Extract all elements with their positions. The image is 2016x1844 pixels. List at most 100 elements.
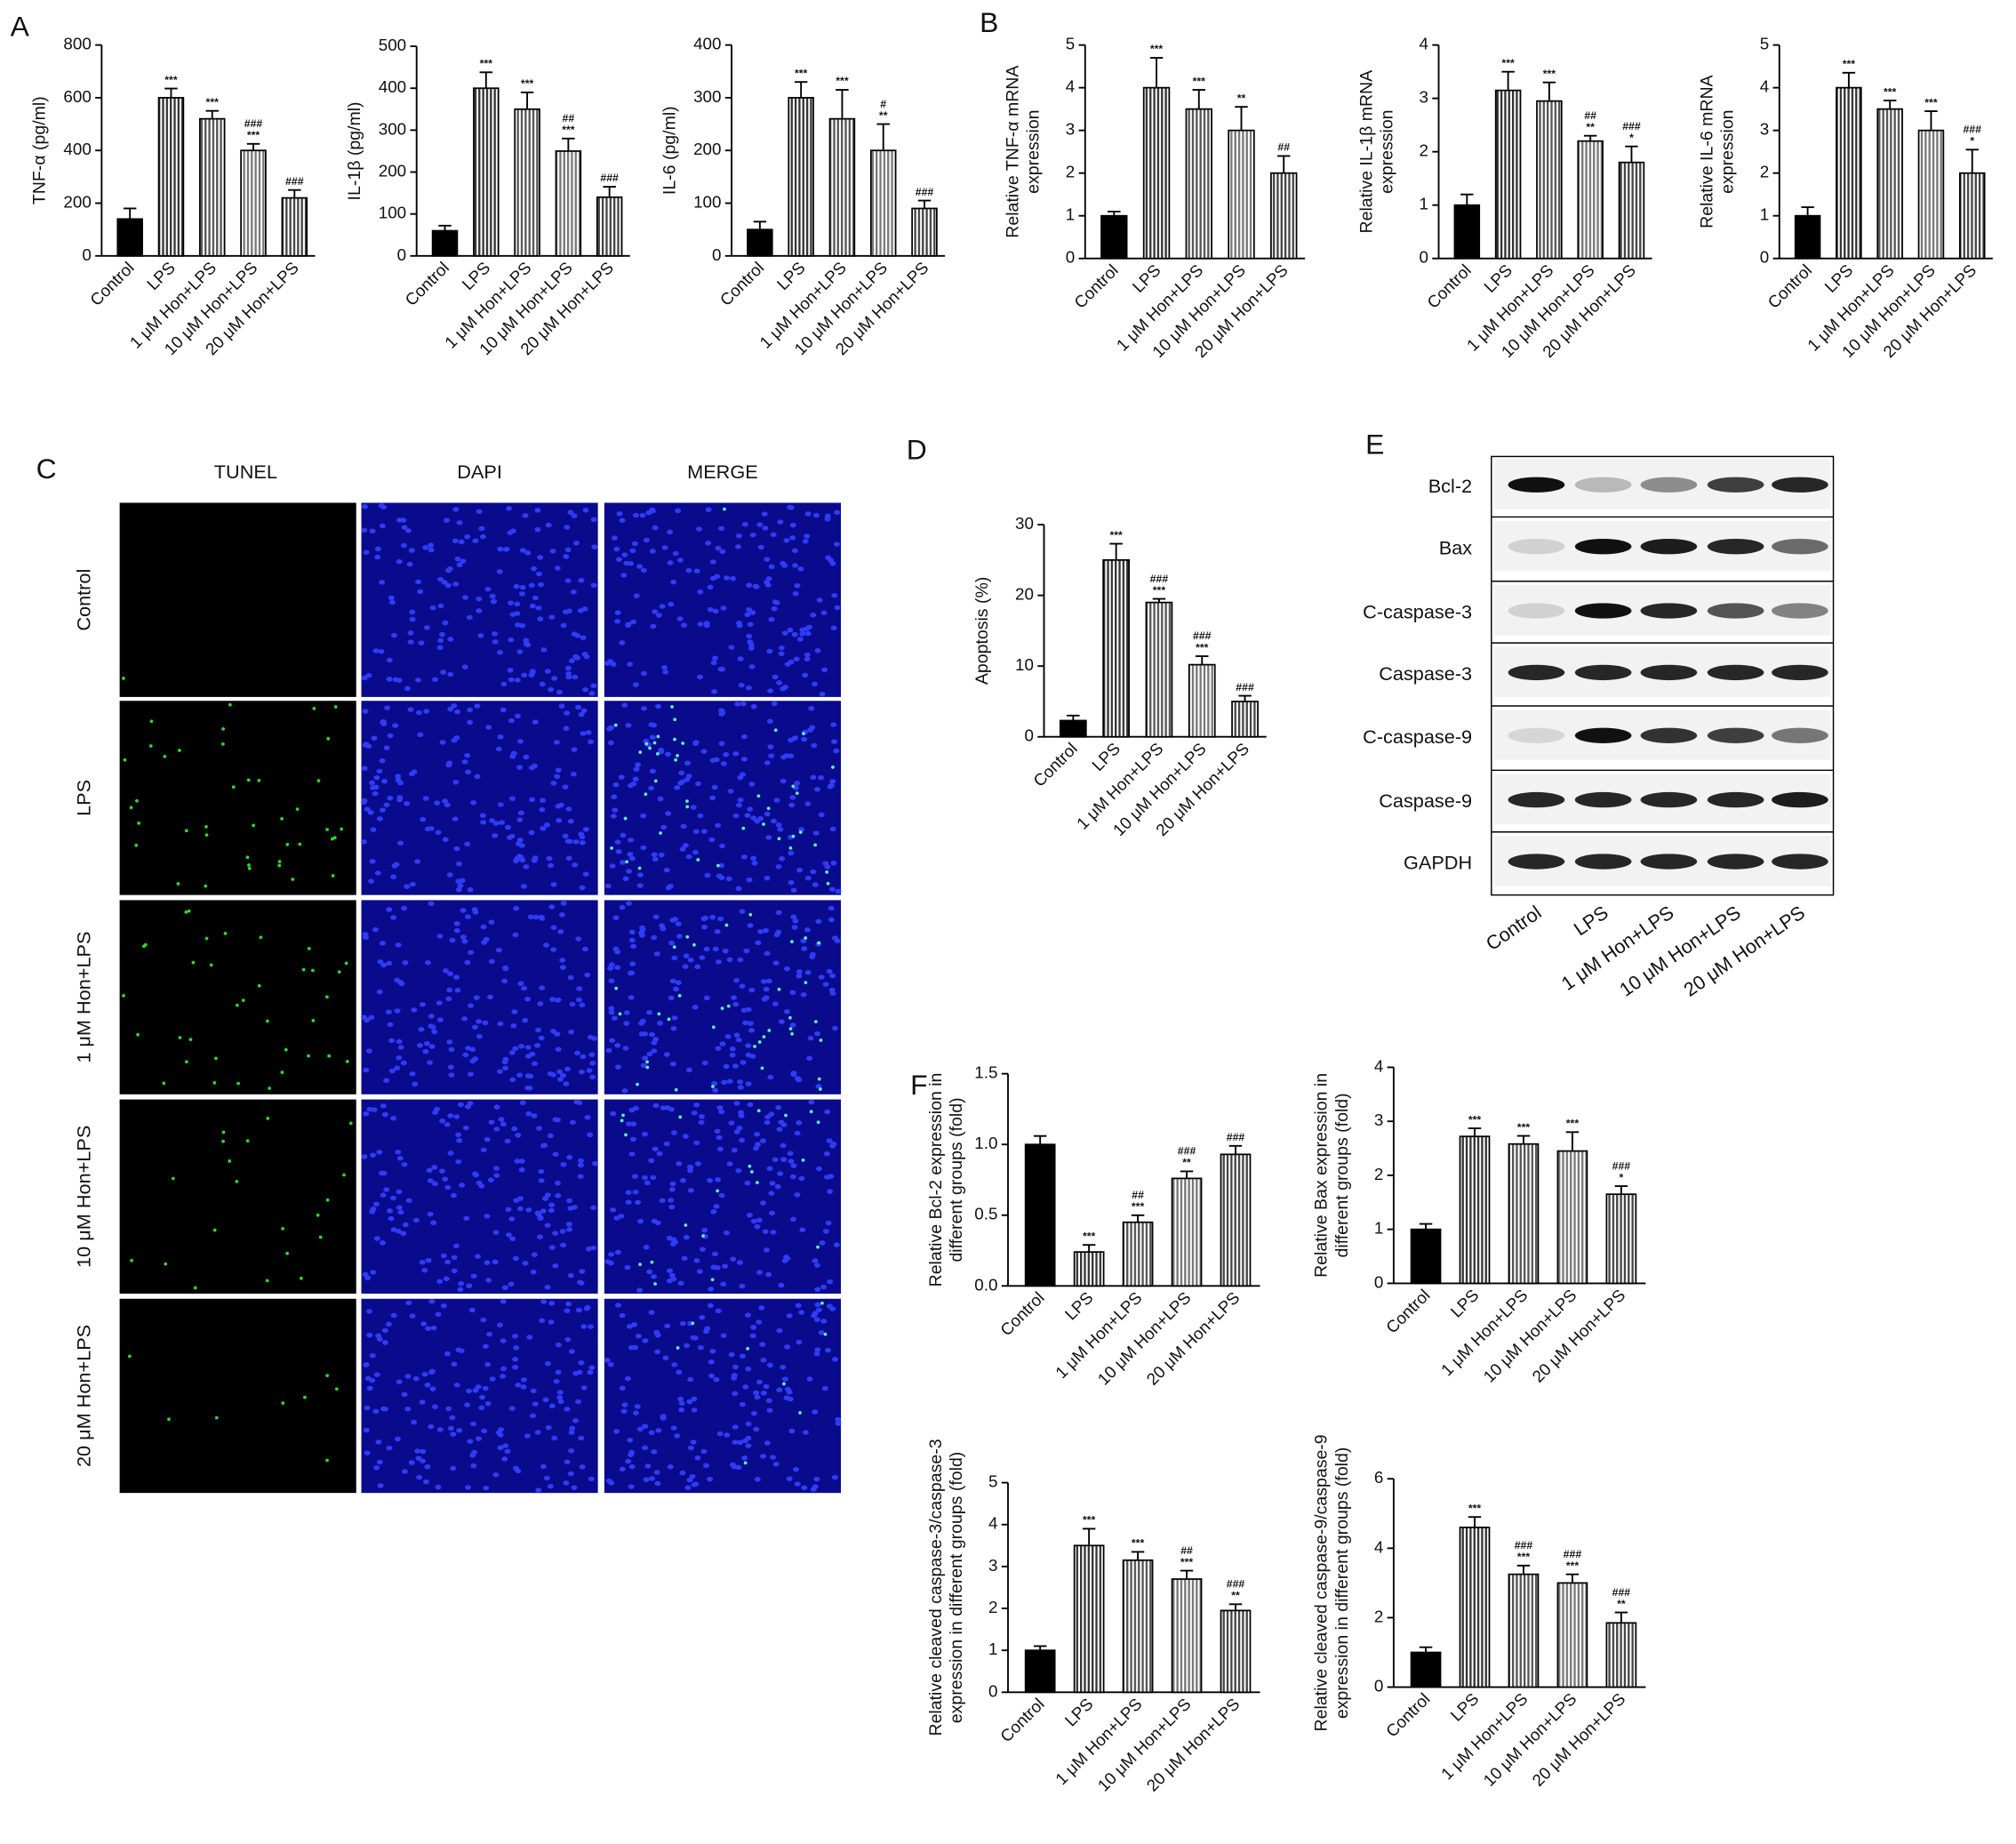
- nucleus: [818, 774, 825, 781]
- tunel-dot: [801, 1159, 805, 1162]
- tunel-dot: [777, 837, 781, 841]
- nucleus: [427, 1211, 434, 1217]
- nucleus: [812, 1258, 819, 1263]
- nucleus: [788, 879, 795, 886]
- nucleus: [657, 796, 664, 802]
- tunel-dot: [348, 1121, 353, 1126]
- nucleus: [454, 556, 461, 562]
- nucleus: [452, 507, 460, 512]
- y-tick-label: 0: [1760, 248, 1769, 267]
- x-tick-label: 1 μM Hon+LPS: [1437, 1286, 1532, 1380]
- bar: [1605, 1193, 1637, 1285]
- nucleus: [451, 702, 458, 709]
- y-tick-label: 2: [1374, 1165, 1383, 1183]
- nucleus: [765, 576, 772, 581]
- significance-label: ###: [1622, 120, 1641, 132]
- nucleus: [789, 535, 796, 541]
- nucleus: [401, 1161, 408, 1167]
- nucleus: [468, 1307, 476, 1313]
- tunel-dot: [204, 884, 208, 888]
- error-bar: [205, 109, 219, 119]
- nucleus: [370, 827, 377, 832]
- nucleus: [484, 1260, 491, 1265]
- nucleus: [496, 1069, 503, 1074]
- nucleus: [411, 1419, 418, 1425]
- nucleus: [470, 1273, 477, 1279]
- nucleus: [648, 1430, 655, 1436]
- nucleus: [710, 660, 717, 666]
- nucleus: [532, 1401, 539, 1407]
- y-axis-label: expression in different groups (fold): [1332, 1447, 1352, 1720]
- nucleus: [757, 929, 764, 934]
- bar: [828, 117, 856, 257]
- nucleus: [710, 1209, 717, 1215]
- tunel-dot: [766, 806, 771, 811]
- nucleus: [545, 522, 552, 528]
- nucleus: [818, 812, 825, 818]
- nucleus: [745, 1052, 752, 1058]
- band: [1772, 854, 1828, 870]
- nucleus: [830, 625, 837, 631]
- nucleus: [822, 861, 829, 866]
- nucleus: [687, 957, 694, 963]
- tunel-dot: [266, 1116, 270, 1120]
- band-label: Bax: [1439, 536, 1473, 558]
- nucleus: [771, 605, 778, 612]
- nucleus: [395, 774, 402, 779]
- nucleus: [829, 779, 836, 784]
- error-bar: [164, 87, 178, 98]
- nucleus: [755, 1142, 762, 1147]
- significance-label: ***: [1468, 1113, 1482, 1126]
- nucleus: [451, 1361, 458, 1367]
- nucleus: [531, 1252, 538, 1257]
- tunel-dot: [298, 842, 302, 846]
- nucleus: [508, 718, 515, 724]
- nucleus: [736, 1260, 743, 1265]
- nucleus: [370, 785, 377, 790]
- nucleus: [381, 778, 388, 784]
- nucleus: [775, 822, 782, 828]
- tunel-dot: [748, 912, 753, 917]
- nucleus: [544, 1223, 551, 1228]
- nucleus: [668, 1272, 676, 1279]
- nucleus: [579, 885, 586, 891]
- tunel-dot: [674, 1087, 678, 1092]
- nucleus: [737, 1079, 744, 1085]
- nucleus: [478, 1405, 485, 1411]
- nucleus: [619, 904, 626, 910]
- significance-label: ##: [1180, 1544, 1193, 1557]
- nucleus: [541, 1196, 548, 1201]
- x-tick-label: LPS: [1447, 1286, 1483, 1321]
- nucleus: [636, 872, 644, 878]
- nucleus: [475, 1384, 482, 1390]
- nucleus: [484, 586, 492, 592]
- nucleus: [512, 932, 519, 938]
- nucleus: [754, 1394, 761, 1400]
- nucleus: [735, 1037, 742, 1043]
- nucleus: [696, 1269, 703, 1274]
- bar: [1508, 1573, 1540, 1688]
- significance-label: ###: [600, 172, 619, 184]
- tunel-dot: [762, 1035, 766, 1039]
- nucleus: [778, 1119, 785, 1125]
- tunel-dot: [277, 860, 282, 863]
- nucleus: [560, 1242, 567, 1248]
- nucleus: [501, 1285, 508, 1290]
- nucleus: [365, 673, 372, 678]
- nucleus: [456, 1428, 463, 1433]
- nucleus: [464, 1485, 471, 1490]
- nucleus: [544, 1285, 551, 1290]
- nucleus: [493, 1104, 500, 1110]
- nucleus: [605, 1047, 612, 1054]
- nucleus: [736, 1125, 743, 1131]
- nucleus: [679, 1470, 686, 1476]
- nucleus: [708, 1359, 715, 1365]
- nucleus: [466, 1388, 472, 1394]
- nucleus: [775, 910, 782, 916]
- tunel-dot: [816, 1245, 820, 1249]
- nucleus: [407, 707, 414, 712]
- y-axis-label: Relative cleaved caspase-3/caspase-3: [926, 1439, 946, 1736]
- nucleus: [739, 983, 746, 989]
- y-tick-label: 0: [988, 1681, 997, 1700]
- nucleus: [733, 977, 740, 983]
